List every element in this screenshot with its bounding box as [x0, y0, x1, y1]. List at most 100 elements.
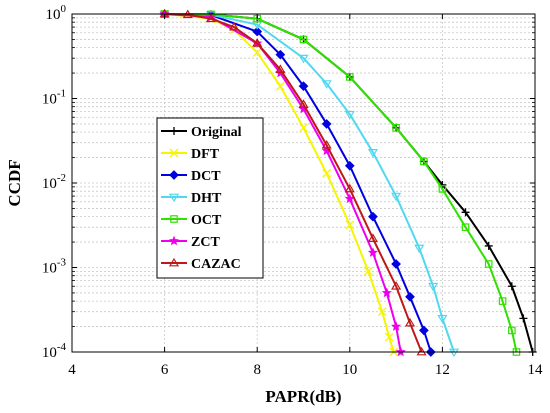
data-point-dft [377, 307, 387, 317]
data-point-oct [346, 73, 354, 81]
x-axis-label: PAPR(dB) [265, 387, 341, 406]
legend-label: Original [191, 125, 242, 140]
x-tick-label: 12 [435, 362, 450, 378]
x-tick-label: 8 [253, 362, 261, 378]
data-point-dct [252, 26, 263, 37]
y-tick-base: 10 [42, 176, 57, 192]
legend-item-zct: ZCT [161, 235, 220, 250]
x-tick-label: 14 [528, 362, 544, 378]
data-point-cazac [404, 317, 416, 327]
data-point-oct [438, 185, 447, 193]
data-point-dht [321, 80, 332, 89]
legend-item-dft: DFT [161, 147, 220, 162]
data-point-dft [252, 48, 262, 57]
data-point-original [507, 282, 516, 291]
data-point-dft [322, 168, 332, 178]
axis-ticks [71, 13, 536, 353]
data-point-oct [484, 260, 493, 268]
data-point-oct [461, 223, 470, 231]
legend-swatch-marker [169, 170, 179, 180]
data-point-oct [420, 157, 428, 166]
data-point-dft [384, 332, 394, 342]
data-point-dft [363, 266, 373, 276]
legend-swatch-marker [168, 235, 180, 246]
y-tick-exponent: -4 [57, 341, 67, 353]
legend-swatch-marker [170, 215, 178, 223]
data-point-original [484, 241, 493, 250]
legend-item-dct: DCT [161, 169, 221, 184]
legend-label: DFT [191, 147, 220, 162]
data-point-zct [367, 247, 378, 257]
y-tick-base: 10 [46, 7, 61, 23]
x-tick-labels: 4 6 8 10 12 14 [68, 362, 543, 378]
y-tick-label: 10-2 [42, 172, 66, 192]
legend-label: DCT [191, 169, 221, 184]
data-point-dft [299, 123, 308, 133]
x-tick-label: 10 [342, 362, 357, 378]
data-point-dct [344, 160, 355, 171]
data-point-oct [498, 297, 507, 305]
data-point-dht [298, 54, 309, 64]
data-point-dct [298, 81, 309, 92]
y-tick-base: 10 [42, 345, 57, 361]
data-point-cazac [275, 64, 286, 73]
legend-label: DHT [191, 191, 222, 206]
data-point-dft [275, 81, 285, 91]
data-point-cazac [391, 281, 402, 290]
data-point-dht [367, 149, 378, 158]
data-point-cazac [205, 13, 216, 23]
legend: Original DFT DCT DHT OCT ZCT CAZAC [156, 117, 264, 279]
series-line-cazac [164, 13, 423, 353]
data-point-oct [299, 35, 308, 44]
y-tick-exponent: 0 [61, 3, 67, 15]
x-tick-label: 6 [161, 362, 169, 378]
data-point-cazac [367, 233, 378, 242]
data-point-cazac [252, 38, 263, 47]
data-point-cazac [321, 140, 332, 149]
data-point-cazac [229, 21, 240, 31]
legend-label: CAZAC [191, 257, 241, 272]
legend-swatch-marker [169, 148, 179, 158]
x-tick-label: 4 [68, 362, 76, 378]
data-point-oct [392, 124, 400, 132]
data-point-dft [345, 220, 355, 230]
data-point-dht [448, 348, 460, 358]
data-point-zct [381, 287, 392, 298]
legend-swatch-marker [168, 257, 180, 267]
data-point-original [519, 314, 528, 323]
data-point-original [461, 208, 470, 217]
data-point-zct [391, 321, 402, 331]
data-point-dht [344, 110, 355, 120]
data-point-cazac [416, 346, 427, 356]
y-tick-base: 10 [42, 261, 57, 277]
y-tick-label: 10-4 [42, 341, 67, 361]
y-tick-exponent: -1 [57, 88, 66, 100]
y-tick-exponent: -3 [57, 257, 67, 269]
legend-label: ZCT [191, 235, 220, 250]
legend-swatch-marker [168, 193, 180, 203]
legend-item-cazac: CAZAC [161, 257, 241, 272]
data-point-dht [414, 244, 425, 254]
series-line-dct [164, 13, 432, 353]
data-point-dht [391, 192, 402, 202]
legend-label: OCT [191, 213, 222, 228]
legend-item-oct: OCT [161, 213, 222, 228]
data-point-dht [428, 282, 439, 292]
series-cazac [159, 8, 427, 356]
legend-item-original: Original [161, 125, 242, 140]
data-point-dct [405, 291, 415, 302]
data-point-dht [437, 314, 448, 324]
y-tick-label: 10-3 [42, 257, 67, 277]
y-axis-label: CCDF [5, 159, 24, 206]
legend-swatch-marker [170, 127, 178, 135]
data-point-oct [508, 326, 516, 335]
legend-item-dht: DHT [161, 191, 222, 206]
y-tick-label: 100 [46, 3, 67, 23]
data-point-dct [275, 49, 286, 60]
y-tick-base: 10 [42, 92, 57, 108]
data-point-dct [321, 119, 332, 129]
grid-lines [72, 14, 535, 352]
data-point-cazac [344, 183, 355, 193]
